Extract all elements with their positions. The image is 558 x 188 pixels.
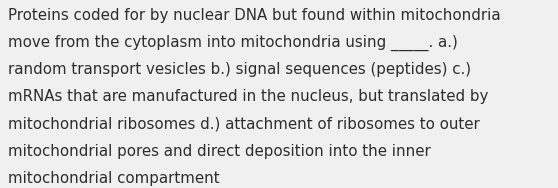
Text: Proteins coded for by nuclear DNA but found within mitochondria: Proteins coded for by nuclear DNA but fo…	[8, 8, 501, 23]
Text: mitochondrial ribosomes d.) attachment of ribosomes to outer: mitochondrial ribosomes d.) attachment o…	[8, 117, 480, 132]
Text: mRNAs that are manufactured in the nucleus, but translated by: mRNAs that are manufactured in the nucle…	[8, 89, 489, 104]
Text: move from the cytoplasm into mitochondria using _____. a.): move from the cytoplasm into mitochondri…	[8, 35, 458, 51]
Text: mitochondrial pores and direct deposition into the inner: mitochondrial pores and direct depositio…	[8, 144, 431, 159]
Text: random transport vesicles b.) signal sequences (peptides) c.): random transport vesicles b.) signal seq…	[8, 62, 472, 77]
Text: mitochondrial compartment: mitochondrial compartment	[8, 171, 220, 186]
